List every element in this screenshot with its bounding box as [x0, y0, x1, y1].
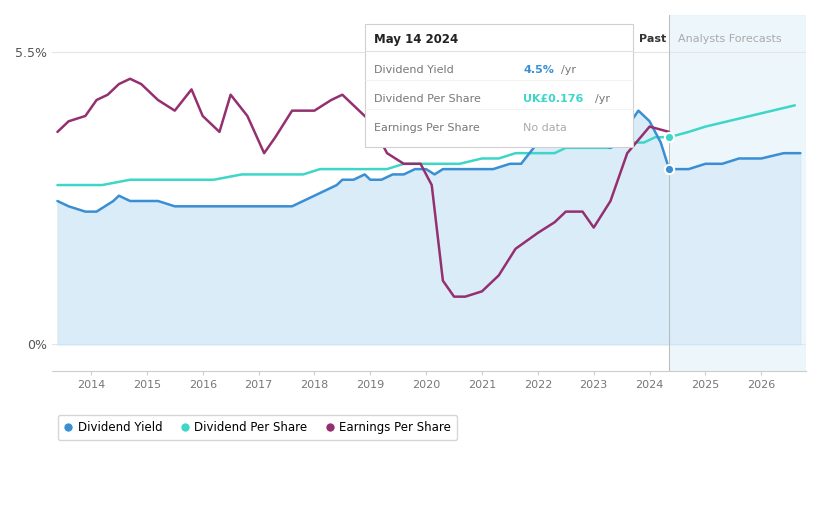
Text: /yr: /yr [595, 94, 610, 104]
Text: Analysts Forecasts: Analysts Forecasts [677, 34, 781, 44]
Text: No data: No data [523, 123, 567, 133]
Bar [669, 15, 806, 371]
Text: /yr: /yr [561, 65, 576, 75]
Text: Dividend Per Share: Dividend Per Share [374, 94, 481, 104]
Text: UK£0.176: UK£0.176 [523, 94, 584, 104]
Text: 4.5%: 4.5% [523, 65, 554, 75]
Point [663, 165, 676, 173]
Point [663, 133, 676, 141]
Text: Earnings Per Share: Earnings Per Share [374, 123, 479, 133]
Legend: Dividend Yield, Dividend Per Share, Earnings Per Share: Dividend Yield, Dividend Per Share, Earn… [57, 415, 457, 440]
FancyBboxPatch shape [365, 24, 632, 147]
Text: May 14 2024: May 14 2024 [374, 33, 458, 46]
Text: Dividend Yield: Dividend Yield [374, 65, 454, 75]
Text: Past: Past [639, 34, 667, 44]
